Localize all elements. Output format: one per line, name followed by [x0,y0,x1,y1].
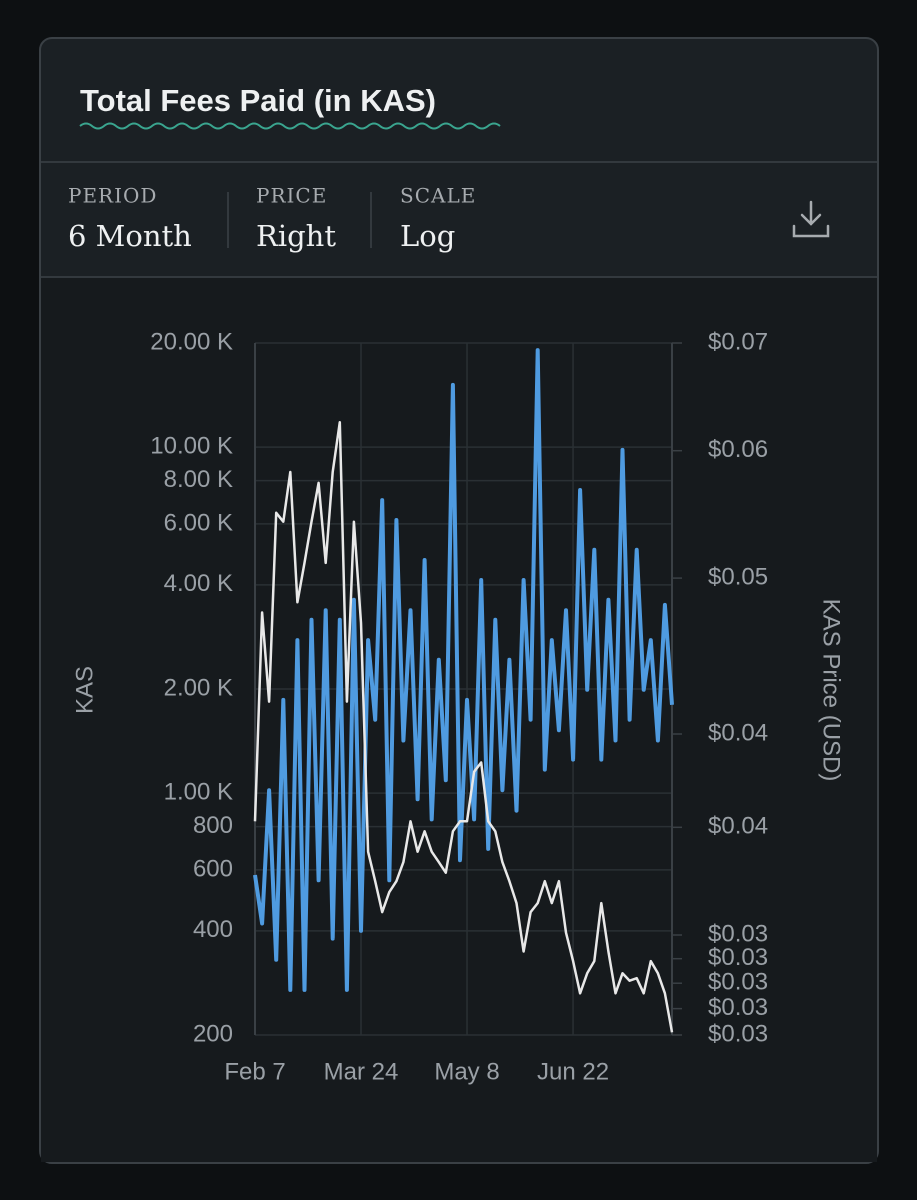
title-underline [79,122,501,130]
x-tick-label: May 8 [434,1058,499,1085]
y2-tick-label: $0.04 [708,719,768,746]
control-label: PRICE [256,184,327,208]
control-label: SCALE [400,184,476,208]
y-tick-label: 800 [193,812,233,839]
card-title: Total Fees Paid (in KAS) [80,83,436,118]
y2-tick-label: $0.06 [708,436,768,463]
x-tick-label: Mar 24 [324,1058,399,1085]
y2-tick-label: $0.03 [708,944,768,971]
y-tick-label: 20.00 K [150,328,233,355]
plot: 200 400 600 800 1.00 K 2.00 K 4.00 K 6.00 K 8.00… [150,328,768,1085]
control-value[interactable]: Log [400,219,455,253]
y2-tick-label: $0.07 [708,328,768,355]
y-tick-label: 2.00 K [164,674,233,701]
download-button[interactable] [792,200,830,238]
y2-tick-label: $0.05 [708,563,768,590]
x-tick-label: Jun 22 [537,1058,609,1085]
y2-tick-label: $0.03 [708,920,768,947]
control-label: PERIOD [68,184,157,208]
series-line [253,348,674,992]
y-tick-label: 1.00 K [164,779,233,806]
control-scale[interactable]: SCALE Log [400,184,476,254]
download-icon [792,200,830,238]
control-value[interactable]: 6 Month [68,219,192,253]
y-tick-label: 200 [193,1020,233,1047]
y2-axis-title: KAS Price (USD) [818,599,845,782]
y2-tick-label: $0.03 [708,969,768,996]
y-tick-label: 400 [193,916,233,943]
y-tick-label: 8.00 K [164,466,233,493]
y2-tick-label: $0.04 [708,813,768,840]
series-line [253,420,674,1033]
control-value[interactable]: Right [256,219,336,253]
control-price[interactable]: PRICE Right [256,184,336,254]
y-axis-title: KAS [71,666,98,714]
y2-tick-label: $0.03 [708,1020,768,1047]
y-tick-label: 10.00 K [150,433,233,460]
x-tick-label: Feb 7 [224,1058,285,1085]
y-tick-label: 6.00 K [164,509,233,536]
y-tick-label: 4.00 K [164,570,233,597]
control-period[interactable]: PERIOD 6 Month [68,184,192,254]
y2-tick-label: $0.03 [708,994,768,1021]
y-tick-label: 600 [193,855,233,882]
